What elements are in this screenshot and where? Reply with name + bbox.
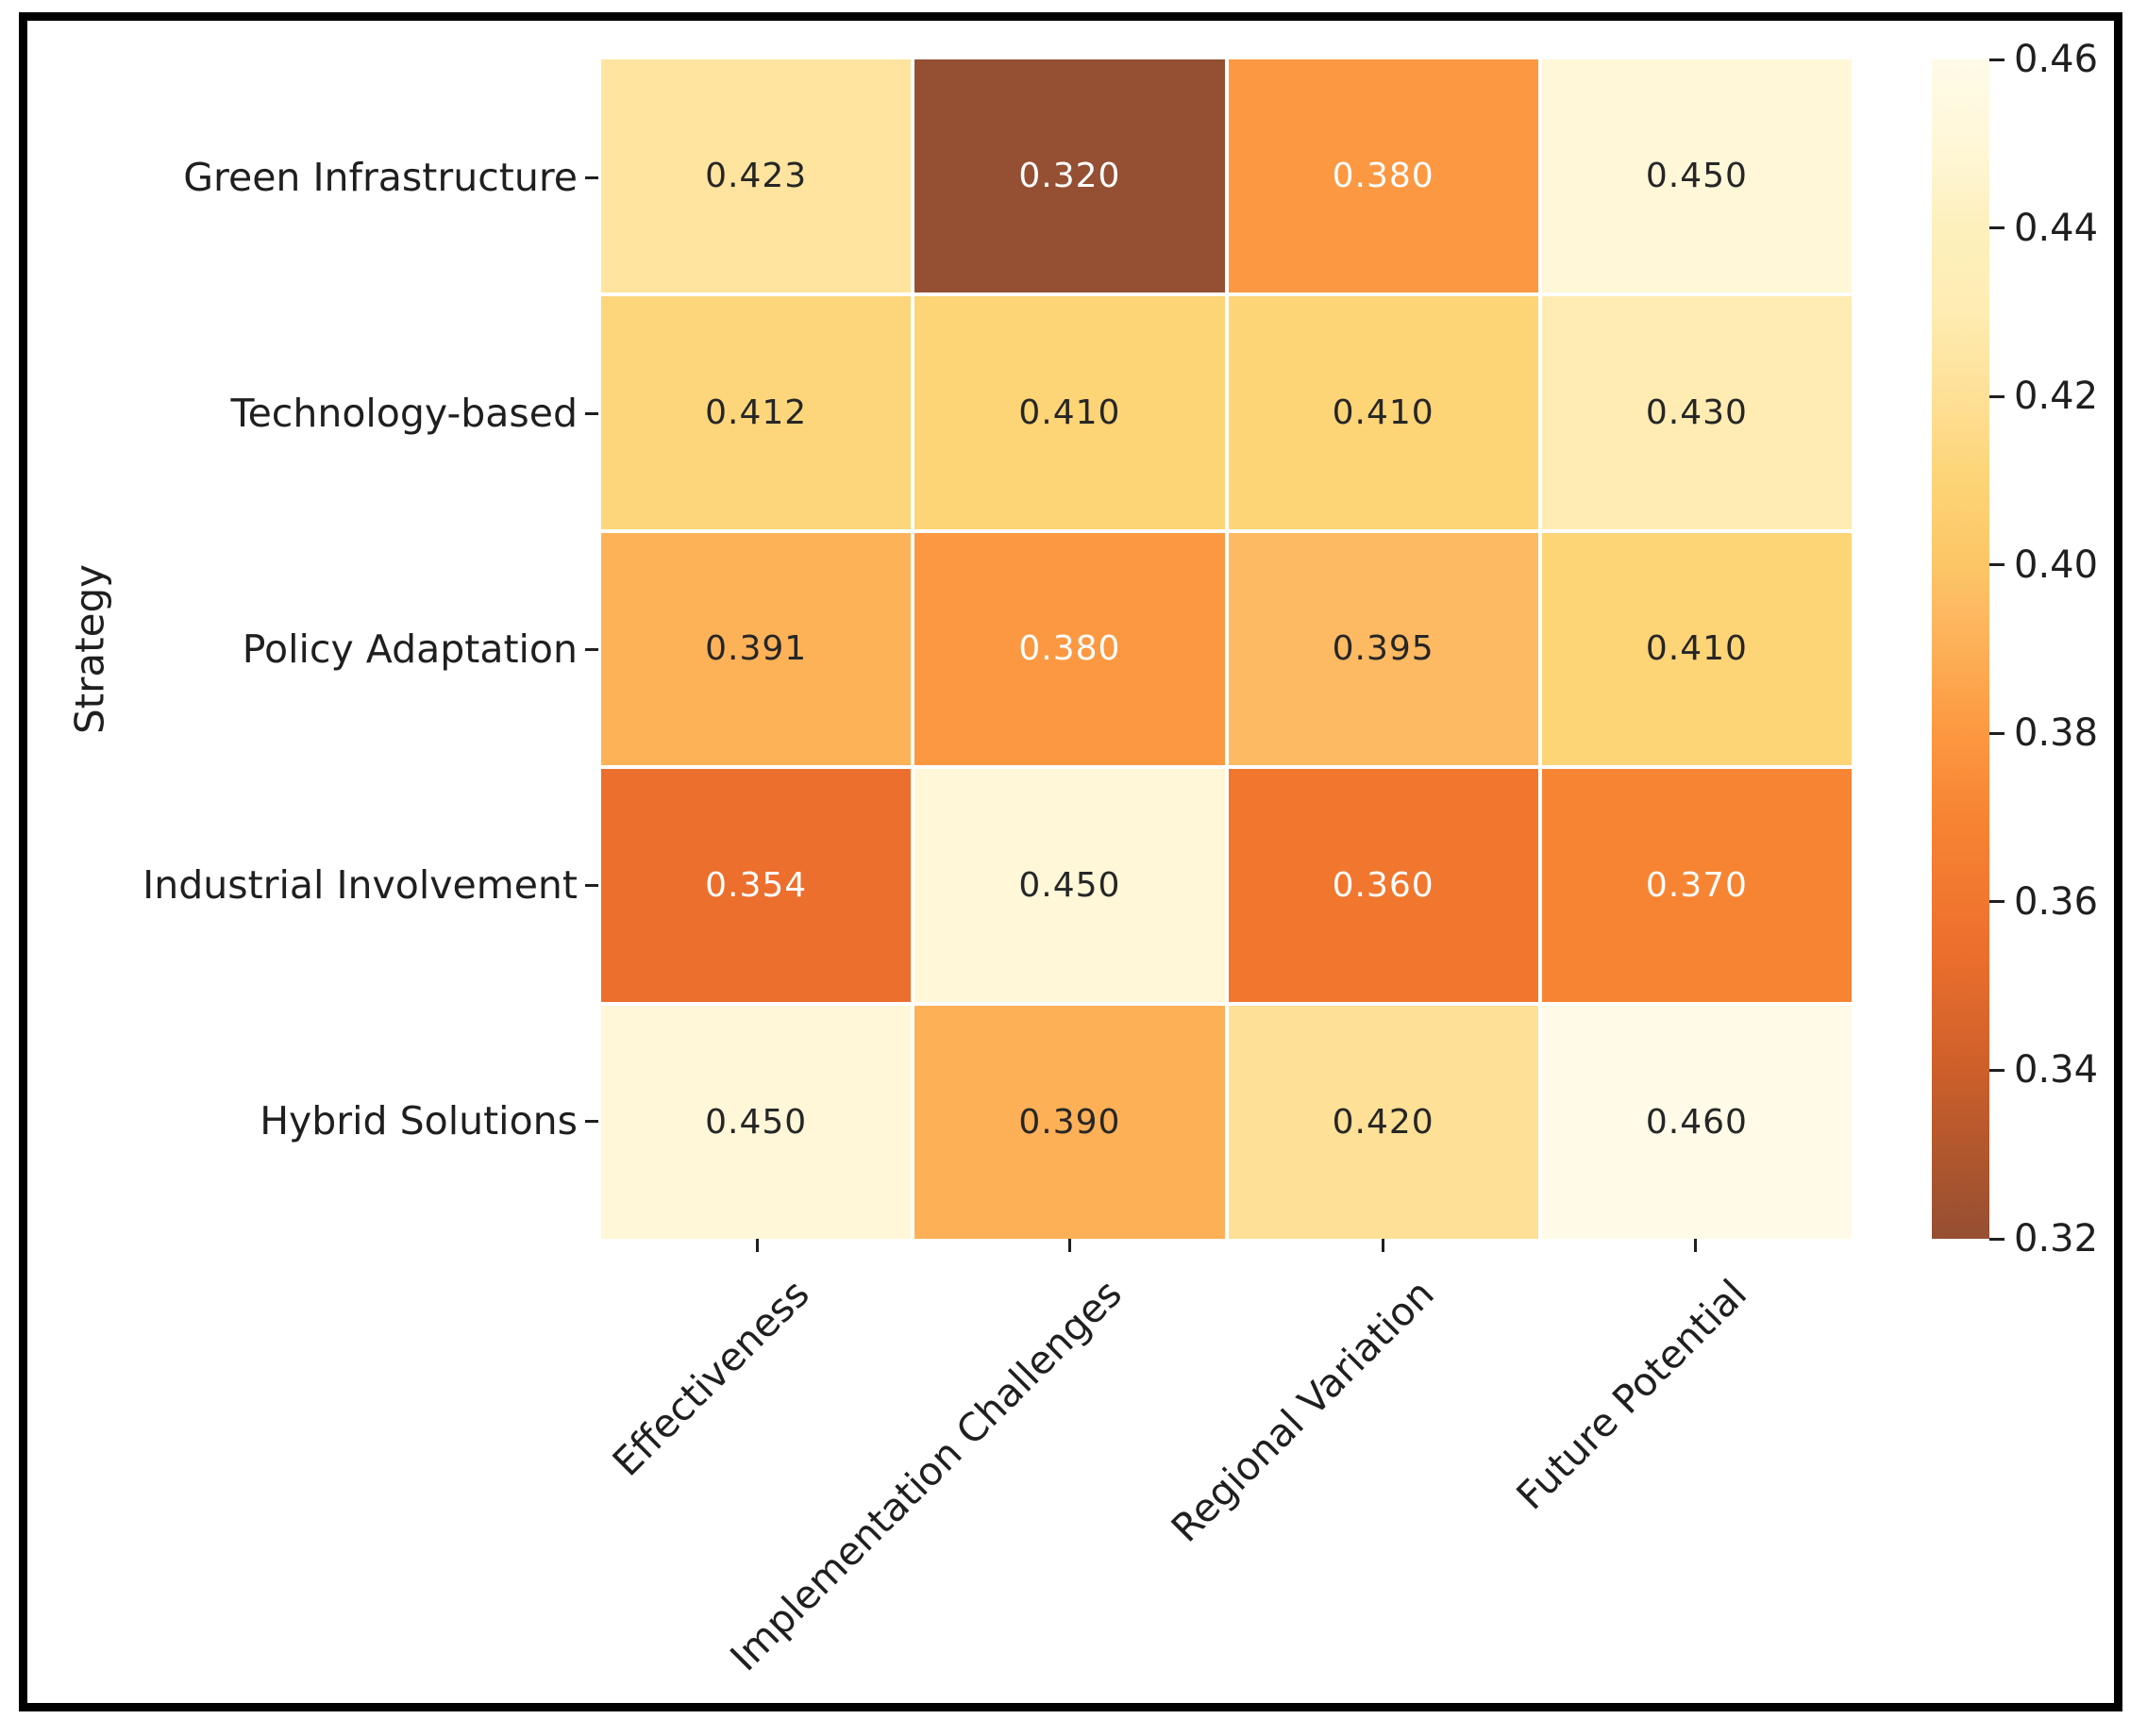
heatmap-cell: 0.460	[1541, 1006, 1852, 1239]
colorbar-tick-mark	[1989, 1068, 2004, 1072]
row-label: Industrial Involvement	[143, 862, 578, 908]
heatmap-cell: 0.450	[601, 1006, 912, 1239]
cell-value: 0.420	[1332, 1103, 1434, 1143]
heatmap-cell: 0.423	[601, 59, 912, 292]
heatmap-cell: 0.391	[601, 532, 912, 766]
y-tick-mark	[585, 647, 598, 651]
x-tick-mark	[756, 1239, 760, 1252]
heatmap-cell: 0.420	[1228, 1006, 1538, 1239]
cell-value: 0.410	[1018, 392, 1121, 432]
x-tick-mark	[1381, 1239, 1384, 1252]
heatmap-cell: 0.430	[1541, 295, 1852, 529]
colorbar-tick-label: 0.40	[2014, 542, 2099, 587]
row-label: Policy Adaptation	[242, 626, 578, 672]
y-tick-mark	[585, 175, 598, 179]
heatmap-cell: 0.450	[914, 769, 1225, 1003]
cell-value: 0.450	[1645, 156, 1748, 195]
colorbar-tick-label: 0.34	[2014, 1048, 2099, 1093]
cell-value: 0.370	[1645, 866, 1748, 906]
colorbar-tick-label: 0.36	[2014, 879, 2099, 924]
heatmap-cell: 0.450	[1541, 59, 1852, 292]
heatmap-cell: 0.412	[601, 295, 912, 529]
colorbar-tick-label: 0.38	[2014, 711, 2099, 756]
heatmap-cell: 0.410	[914, 295, 1225, 529]
heatmap-cell: 0.380	[914, 532, 1225, 766]
heatmap-cell: 0.354	[601, 769, 912, 1003]
figure-frame	[19, 12, 2122, 1711]
cell-value: 0.410	[1332, 392, 1434, 432]
cell-value: 0.410	[1645, 629, 1748, 669]
colorbar-tick-mark	[1989, 58, 2004, 61]
colorbar-tick-mark	[1989, 394, 2004, 398]
colorbar-tick-mark	[1989, 900, 2004, 904]
cell-value: 0.450	[1018, 866, 1121, 906]
cell-value: 0.460	[1645, 1103, 1748, 1143]
cell-value: 0.390	[1018, 1103, 1121, 1143]
heatmap-cell: 0.360	[1228, 769, 1538, 1003]
colorbar-tick-mark	[1989, 1237, 2004, 1241]
colorbar-tick-label: 0.32	[2014, 1217, 2099, 1260]
colorbar-tick-label: 0.42	[2014, 375, 2099, 419]
cell-value: 0.412	[705, 392, 808, 432]
cell-value: 0.391	[705, 629, 808, 669]
cell-value: 0.450	[705, 1103, 808, 1143]
heatmap-cell: 0.380	[1228, 59, 1538, 292]
heatmap-cell: 0.390	[914, 1006, 1225, 1239]
cell-value: 0.354	[705, 866, 808, 906]
x-tick-mark	[1693, 1239, 1697, 1252]
cell-value: 0.423	[705, 156, 808, 195]
row-label: Green Infrastructure	[183, 155, 578, 200]
colorbar-tick-mark	[1989, 563, 2004, 567]
cell-value: 0.320	[1018, 156, 1121, 195]
colorbar-tick-mark	[1989, 731, 2004, 735]
colorbar-tick-label: 0.44	[2014, 206, 2099, 250]
heatmap-cell: 0.410	[1541, 532, 1852, 766]
y-tick-mark	[585, 883, 598, 887]
row-label: Technology-based	[230, 391, 579, 436]
heatmap-cell: 0.410	[1228, 295, 1538, 529]
heatmap-cell: 0.395	[1228, 532, 1538, 766]
cell-value: 0.395	[1332, 629, 1434, 669]
y-tick-mark	[585, 1119, 598, 1123]
cell-value: 0.360	[1332, 866, 1434, 906]
cell-value: 0.430	[1645, 392, 1748, 432]
colorbar	[1932, 59, 1989, 1239]
x-tick-mark	[1068, 1239, 1072, 1252]
cell-value: 0.380	[1018, 629, 1121, 669]
heatmap-cell: 0.370	[1541, 769, 1852, 1003]
row-label: Hybrid Solutions	[260, 1098, 578, 1143]
colorbar-tick-label: 0.46	[2014, 38, 2099, 81]
y-tick-mark	[585, 411, 598, 415]
heatmap-cell: 0.320	[914, 59, 1225, 292]
cell-value: 0.380	[1332, 156, 1434, 195]
colorbar-tick-mark	[1989, 226, 2004, 230]
heatmap: 0.423 0.320 0.380 0.450 0.412 0.410 0.410 0.430…	[601, 59, 1852, 1239]
